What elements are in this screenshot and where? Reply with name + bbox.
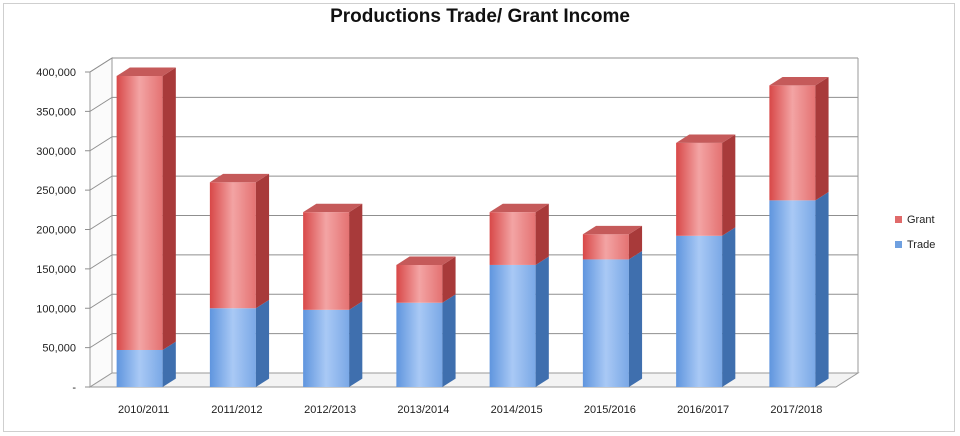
gridline-side bbox=[89, 293, 113, 309]
bar-grant-side bbox=[442, 256, 456, 303]
x-tick-label: 2010/2011 bbox=[118, 404, 169, 416]
bar-trade-front bbox=[676, 235, 723, 387]
y-tick-label: 350,000 bbox=[36, 106, 76, 118]
bar-grant-side bbox=[349, 203, 363, 310]
x-tick-label: 2012/2013 bbox=[304, 404, 356, 416]
chart-title: Productions Trade/ Grant Income bbox=[330, 6, 630, 27]
bar-grant-side bbox=[722, 134, 736, 236]
bar-stack bbox=[396, 256, 456, 387]
y-tick-label: 300,000 bbox=[36, 146, 76, 158]
bar-trade-side bbox=[349, 301, 363, 387]
bar-trade-front bbox=[489, 264, 536, 387]
bar-trade-front bbox=[396, 302, 443, 387]
bar-trade-front bbox=[582, 259, 629, 387]
bar-grant-front bbox=[303, 212, 350, 310]
bar-trade-side bbox=[162, 341, 176, 387]
y-tick-label: 250,000 bbox=[36, 185, 76, 197]
bar-trade-front bbox=[116, 349, 163, 387]
x-tick-label: 2011/2012 bbox=[211, 404, 262, 416]
bar-grant-front bbox=[769, 85, 816, 201]
gridline-side bbox=[89, 96, 113, 112]
bar-trade-front bbox=[303, 309, 350, 387]
bar-grant-top bbox=[396, 256, 456, 265]
legend-swatch-trade bbox=[895, 241, 902, 248]
bar-trade-front bbox=[769, 200, 816, 387]
bar-grant-front bbox=[396, 264, 443, 303]
x-axis-ticks: 2010/2011 2011/2012 2012/2013 2013/2014 2014… bbox=[118, 404, 822, 416]
bar-grant-side bbox=[535, 203, 549, 265]
bar-grant-front bbox=[489, 212, 536, 265]
bar-grant-top bbox=[209, 173, 270, 183]
legend: Grant Trade bbox=[895, 214, 935, 251]
bar-grant-front bbox=[582, 234, 629, 260]
bar-grant-front bbox=[676, 142, 723, 236]
x-tick-label: 2014/2015 bbox=[491, 404, 543, 416]
bar-trade-side bbox=[442, 294, 456, 387]
gridline-side bbox=[89, 333, 113, 349]
x-tick-label: 2016/2017 bbox=[677, 404, 729, 416]
gridlines bbox=[89, 57, 859, 373]
x-tick-label: 2017/2018 bbox=[770, 404, 822, 416]
gridline-side bbox=[89, 215, 113, 230]
legend-label-grant: Grant bbox=[907, 214, 935, 226]
bar-stack bbox=[676, 134, 736, 387]
y-tick-label: 100,000 bbox=[36, 303, 76, 315]
bar-trade-side bbox=[535, 256, 549, 387]
bar-grant-side bbox=[628, 225, 643, 260]
gridline-side bbox=[89, 57, 113, 73]
bar-grant-side bbox=[815, 76, 829, 201]
bar-grant-top bbox=[303, 203, 363, 213]
y-tick-label: 50,000 bbox=[42, 343, 76, 355]
gridline-side bbox=[89, 175, 113, 191]
gridline-side bbox=[89, 254, 113, 270]
bar-grant-top bbox=[769, 76, 829, 86]
legend-label-trade: Trade bbox=[907, 239, 935, 251]
y-axis-ticks: - 50,000 100,000 150,000 200,000 250,000 300,0… bbox=[36, 67, 90, 394]
bars bbox=[116, 67, 829, 387]
bar-grant-top bbox=[489, 203, 549, 213]
bar-grant-front bbox=[116, 75, 163, 350]
bar-trade-front bbox=[209, 308, 256, 387]
gridline-side bbox=[89, 136, 113, 152]
floor bbox=[88, 372, 860, 388]
y-tick-label: 150,000 bbox=[36, 264, 76, 276]
bar-stack bbox=[769, 76, 829, 387]
chart-walls bbox=[88, 57, 860, 388]
bar-stack bbox=[582, 225, 643, 387]
bar-stack bbox=[209, 173, 270, 387]
bar-grant-top bbox=[676, 134, 736, 143]
bar-trade-side bbox=[628, 251, 643, 387]
bar-trade-side bbox=[722, 227, 736, 387]
bar-grant-side bbox=[162, 67, 176, 350]
legend-swatch-grant bbox=[895, 216, 902, 223]
bar-trade-side bbox=[255, 299, 270, 387]
y-tick-label: 200,000 bbox=[36, 225, 76, 237]
bar-stack bbox=[489, 203, 549, 387]
bar-grant-top bbox=[116, 67, 176, 76]
y-tick-label: 400,000 bbox=[36, 67, 76, 79]
x-tick-label: 2015/2016 bbox=[584, 404, 636, 416]
y-tick-label: - bbox=[72, 382, 76, 394]
bar-trade-side bbox=[815, 191, 829, 387]
bar-stack bbox=[303, 203, 363, 387]
x-tick-label: 2013/2014 bbox=[397, 404, 449, 416]
bar-grant-top bbox=[582, 225, 643, 235]
bar-grant-side bbox=[255, 173, 270, 309]
bar-grant-front bbox=[209, 182, 256, 309]
bar-stack bbox=[116, 67, 176, 387]
